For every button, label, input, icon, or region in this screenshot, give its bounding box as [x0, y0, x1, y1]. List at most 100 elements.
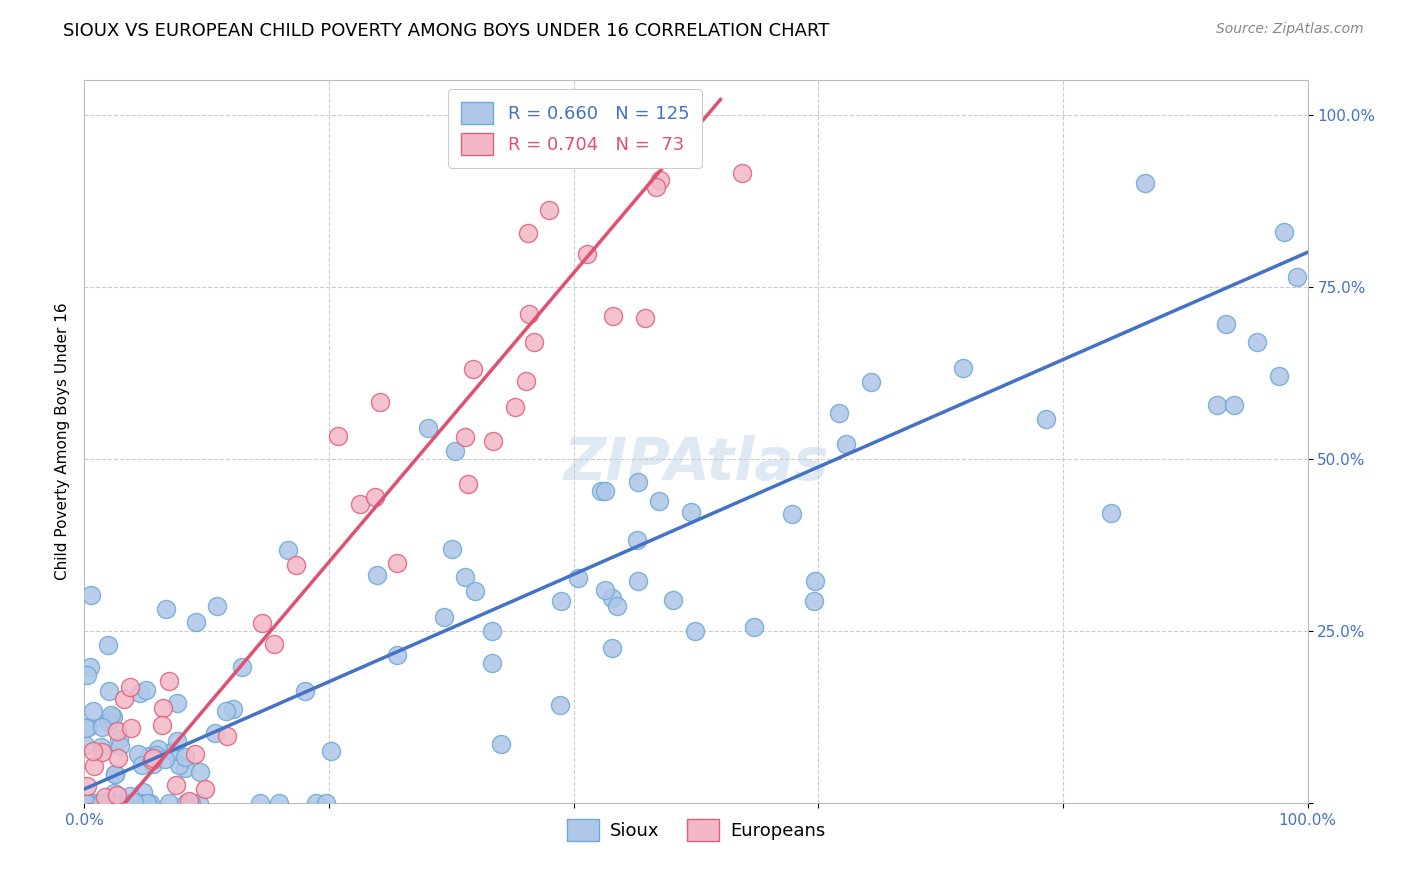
- Point: [115, 796, 138, 810]
- Point: [75, 858, 97, 872]
- Point: [595, 582, 617, 597]
- Point: [155, 602, 177, 616]
- Point: [76, 720, 98, 734]
- Point: [166, 696, 188, 710]
- Point: [83, 759, 105, 773]
- Point: [97, 714, 120, 729]
- Point: [124, 806, 146, 821]
- Y-axis label: Child Poverty Among Boys Under 16: Child Poverty Among Boys Under 16: [55, 302, 70, 581]
- Point: [76, 796, 98, 810]
- Point: [79, 588, 101, 602]
- Point: [76, 779, 98, 793]
- Point: [194, 782, 217, 797]
- Point: [368, 395, 391, 409]
- Point: [267, 796, 290, 810]
- Point: [647, 494, 669, 508]
- Point: [94, 796, 117, 810]
- Point: [433, 610, 456, 624]
- Point: [252, 615, 274, 630]
- Point: [120, 721, 142, 735]
- Point: [93, 796, 115, 810]
- Point: [1035, 412, 1057, 426]
- Point: [600, 640, 623, 655]
- Point: [87, 796, 110, 810]
- Point: [75, 721, 97, 735]
- Point: [595, 483, 617, 498]
- Point: [76, 822, 98, 836]
- Point: [441, 541, 464, 556]
- Point: [491, 737, 513, 751]
- Text: ZIPAtlas: ZIPAtlas: [564, 434, 828, 491]
- Point: [284, 558, 307, 572]
- Point: [174, 750, 197, 764]
- Point: [90, 796, 112, 810]
- Point: [731, 166, 754, 180]
- Point: [157, 673, 180, 688]
- Point: [215, 704, 238, 718]
- Point: [803, 594, 825, 608]
- Point: [84, 864, 107, 879]
- Point: [118, 789, 141, 804]
- Point: [104, 817, 127, 831]
- Point: [82, 704, 104, 718]
- Point: [416, 421, 439, 435]
- Point: [1206, 398, 1229, 412]
- Point: [454, 570, 477, 584]
- Point: [124, 817, 146, 831]
- Point: [481, 434, 503, 448]
- Point: [742, 620, 765, 634]
- Point: [75, 796, 97, 810]
- Point: [217, 729, 239, 743]
- Point: [1223, 398, 1246, 412]
- Point: [517, 307, 540, 321]
- Point: [249, 796, 271, 810]
- Point: [104, 767, 127, 781]
- Text: Source: ZipAtlas.com: Source: ZipAtlas.com: [1216, 22, 1364, 37]
- Point: [550, 593, 572, 607]
- Point: [105, 723, 128, 738]
- Point: [121, 809, 143, 823]
- Point: [315, 796, 337, 810]
- Point: [136, 796, 159, 810]
- Point: [101, 710, 124, 724]
- Point: [128, 796, 150, 810]
- Point: [952, 360, 974, 375]
- Point: [90, 739, 112, 754]
- Point: [97, 864, 120, 879]
- Point: [146, 741, 169, 756]
- Point: [364, 490, 387, 504]
- Point: [104, 767, 127, 781]
- Point: [263, 637, 285, 651]
- Point: [167, 758, 190, 772]
- Point: [387, 648, 409, 663]
- Point: [626, 533, 648, 547]
- Point: [100, 796, 122, 810]
- Point: [97, 683, 120, 698]
- Point: [135, 796, 157, 810]
- Point: [606, 599, 628, 613]
- Point: [138, 748, 160, 763]
- Point: [207, 599, 229, 614]
- Point: [319, 744, 342, 758]
- Point: [150, 718, 173, 732]
- Point: [110, 860, 132, 874]
- Point: [141, 757, 163, 772]
- Point: [523, 335, 546, 350]
- Point: [166, 734, 188, 748]
- Point: [1285, 269, 1308, 284]
- Point: [107, 751, 129, 765]
- Point: [82, 743, 104, 757]
- Point: [589, 484, 612, 499]
- Point: [86, 809, 108, 823]
- Point: [91, 745, 114, 759]
- Point: [174, 796, 197, 810]
- Point: [142, 751, 165, 765]
- Point: [567, 571, 589, 585]
- Point: [103, 796, 125, 810]
- Point: [305, 796, 328, 810]
- Point: [97, 796, 120, 810]
- Point: [184, 615, 207, 629]
- Point: [277, 543, 299, 558]
- Point: [1215, 317, 1237, 331]
- Point: [576, 247, 599, 261]
